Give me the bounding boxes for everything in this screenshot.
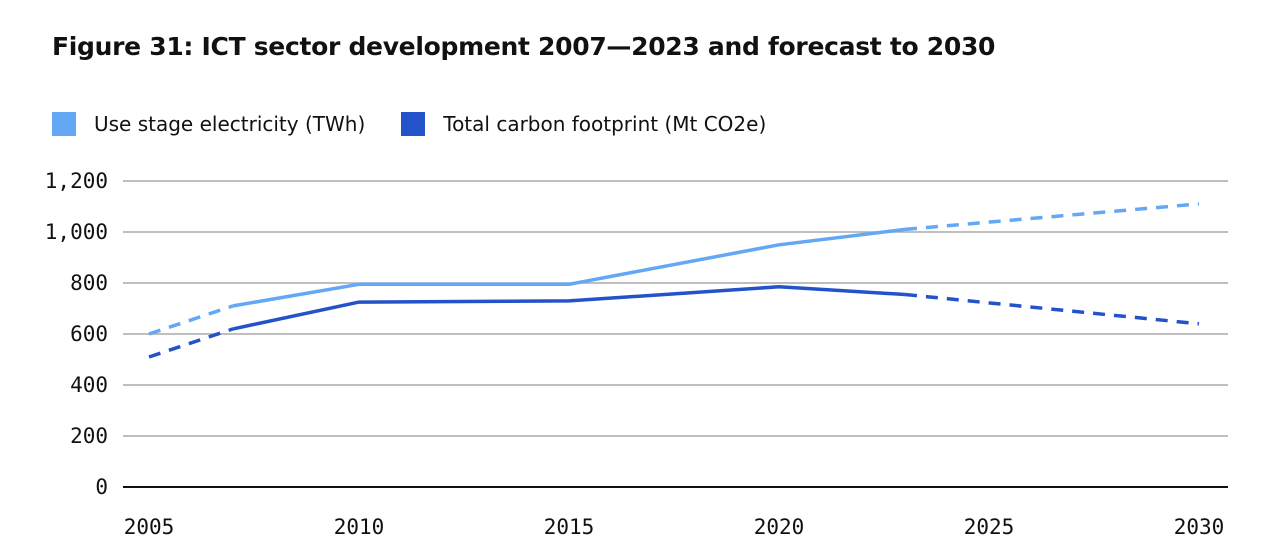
legend-item-electricity: Use stage electricity (TWh) — [52, 112, 365, 136]
series-0-actual-line — [232, 227, 906, 308]
x-tick-label: 2005 — [124, 515, 175, 539]
y-tick-label: 1,200 — [45, 169, 108, 193]
y-tick-label: 1,000 — [45, 220, 108, 244]
series-0-forecast-line — [904, 202, 1200, 232]
series-1-backcast-line — [148, 327, 234, 359]
chart-title: Figure 31: ICT sector development 2007—2… — [52, 32, 996, 61]
y-tick-label: 600 — [70, 322, 108, 346]
legend-swatch-carbon — [401, 112, 426, 136]
x-tick-label: 2025 — [964, 515, 1015, 539]
y-tick-label: 200 — [70, 424, 108, 448]
y-tick-label: 800 — [70, 271, 108, 295]
series-1-forecast-line — [904, 292, 1200, 326]
y-tick-label: 0 — [95, 475, 108, 499]
legend-item-carbon: Total carbon footprint (Mt CO2e) — [401, 112, 766, 136]
x-axis-ticks: 2005 2010 2015 2020 2025 2030 — [124, 515, 1225, 539]
y-axis-ticks: 0 200 400 600 800 1,000 1,200 — [45, 169, 108, 499]
gridlines — [123, 180, 1228, 488]
series-0-backcast-line — [148, 304, 234, 336]
x-tick-label: 2030 — [1174, 515, 1225, 539]
legend-label-electricity: Use stage electricity (TWh) — [94, 112, 366, 136]
series-1-actual-line — [232, 285, 906, 331]
x-tick-label: 2010 — [334, 515, 385, 539]
x-tick-label: 2020 — [754, 515, 805, 539]
y-tick-label: 400 — [70, 373, 108, 397]
legend-swatch-electricity — [52, 112, 76, 136]
series-lines — [148, 202, 1200, 359]
legend-label-carbon: Total carbon footprint (Mt CO2e) — [443, 112, 767, 136]
x-tick-label: 2015 — [544, 515, 595, 539]
legend: Use stage electricity (TWh) Total carbon… — [52, 112, 802, 136]
